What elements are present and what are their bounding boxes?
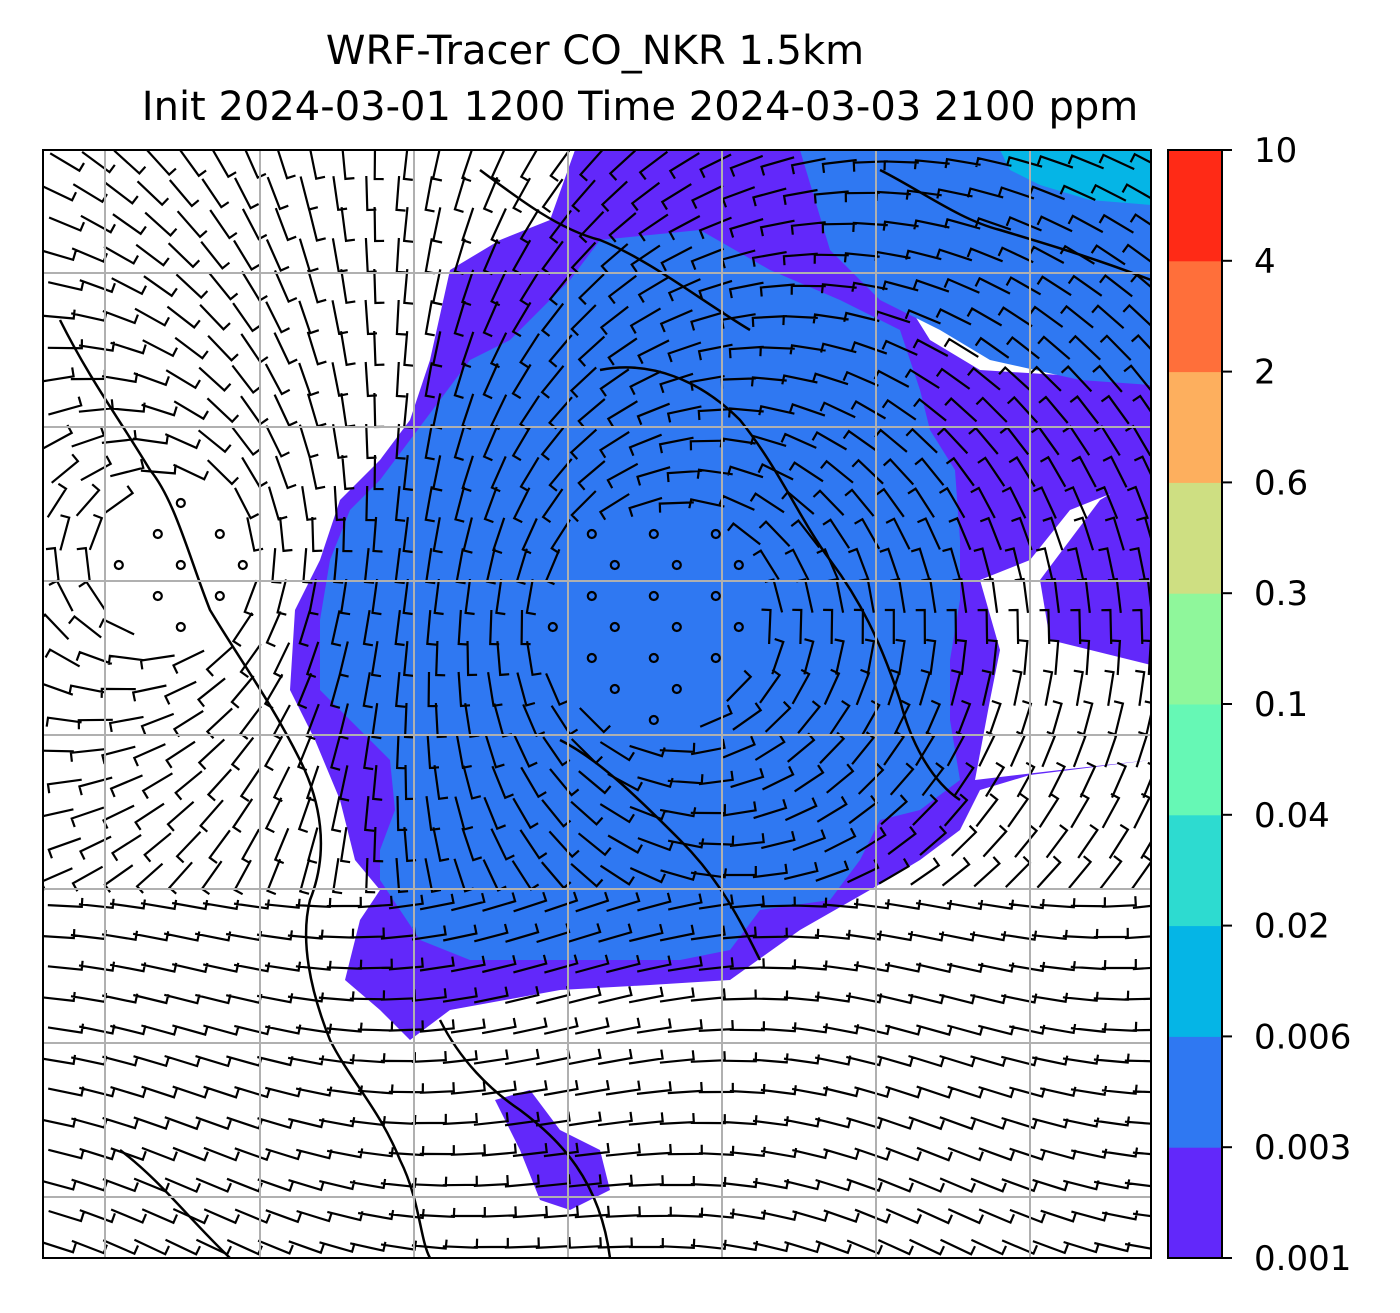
colorbar-swatch [1168,482,1222,594]
colorbar-swatch [1168,1036,1222,1148]
colorbar-tick-label: 0.04 [1254,796,1330,836]
colorbar-tick-label: 0.003 [1254,1128,1351,1168]
calm-wind-marker [214,528,225,540]
colorbar-tick-label: 0.006 [1254,1017,1351,1057]
colorbar-swatch [1168,150,1222,262]
calm-wind-marker [733,559,744,571]
colorbar-swatch [1168,704,1222,816]
calm-wind-marker [152,528,163,540]
calm-wind-marker [710,590,721,602]
calm-wind-marker [586,590,597,602]
colorbar-swatch [1168,925,1222,1037]
calm-wind-marker [175,559,186,571]
colorbar-tick-label: 0.6 [1254,463,1308,503]
colorbar-swatch [1168,371,1222,483]
chart-title: WRF-Tracer CO_NKR 1.5km [325,28,865,74]
calm-wind-marker [710,528,721,540]
calm-wind-marker [648,590,659,602]
colorbar-tick-label: 2 [1254,353,1276,393]
calm-wind-marker [586,652,597,664]
calm-wind-marker [710,652,721,664]
colorbar-swatch [1168,814,1222,927]
colorbar-tick-label: 0.02 [1254,907,1330,947]
calm-wind-marker [214,590,225,602]
field-region-0.001-south [495,1090,610,1210]
colorbar-swatch [1168,593,1222,705]
colorbar-tick-label: 0.001 [1254,1239,1351,1279]
colorbar-swatch [1168,260,1222,373]
gridlines [43,150,1151,1258]
calm-wind-marker [175,621,186,633]
colorbar-swatch [1168,1147,1222,1259]
colorbar-tick-label: 10 [1254,131,1297,171]
calm-wind-marker [671,683,682,695]
map-frame [42,149,1152,1259]
calm-wind-marker [671,559,682,571]
calm-wind-marker [648,528,659,540]
calm-wind-marker [648,714,659,726]
calm-wind-marker [152,590,163,602]
chart-subtitle: Init 2024-03-01 1200 Time 2024-03-03 210… [141,84,1139,130]
calm-wind-marker [237,559,248,571]
calm-wind-marker [547,621,558,633]
colorbar-tick-label: 0.3 [1254,574,1308,614]
calm-wind-marker [609,683,620,695]
calm-wind-marker [609,621,620,633]
calm-wind-marker [733,621,744,633]
calm-wind-marker [671,621,682,633]
calm-wind-marker [609,559,620,571]
colorbar-tick-label: 0.1 [1254,685,1308,725]
calm-wind-marker [113,559,124,571]
calm-wind-marker [586,528,597,540]
calm-wind-marker [648,652,659,664]
calm-wind-marker [175,497,186,509]
colorbar-tick-label: 4 [1254,242,1276,282]
